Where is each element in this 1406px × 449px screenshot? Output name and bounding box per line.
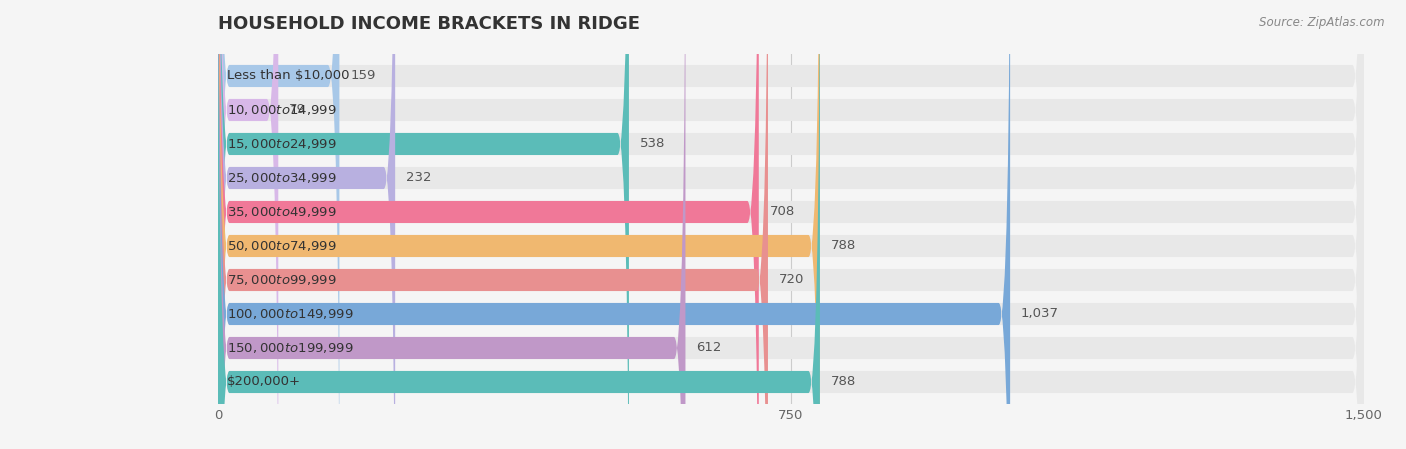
FancyBboxPatch shape [218, 0, 1364, 449]
FancyBboxPatch shape [218, 0, 1364, 449]
Text: $150,000 to $199,999: $150,000 to $199,999 [228, 341, 354, 355]
FancyBboxPatch shape [218, 0, 1364, 449]
FancyBboxPatch shape [218, 0, 1364, 449]
FancyBboxPatch shape [218, 0, 395, 449]
Text: $35,000 to $49,999: $35,000 to $49,999 [228, 205, 337, 219]
Text: Source: ZipAtlas.com: Source: ZipAtlas.com [1260, 16, 1385, 29]
Text: 708: 708 [769, 206, 794, 219]
FancyBboxPatch shape [218, 0, 820, 449]
FancyBboxPatch shape [218, 0, 820, 449]
FancyBboxPatch shape [218, 0, 628, 449]
Text: 232: 232 [406, 172, 432, 185]
Text: 788: 788 [831, 239, 856, 252]
Text: 159: 159 [350, 70, 375, 83]
Text: 720: 720 [779, 273, 804, 286]
FancyBboxPatch shape [218, 0, 768, 449]
FancyBboxPatch shape [218, 0, 1364, 449]
FancyBboxPatch shape [218, 0, 1364, 449]
Text: 612: 612 [696, 342, 721, 355]
FancyBboxPatch shape [218, 0, 759, 449]
FancyBboxPatch shape [218, 0, 1364, 449]
Text: $100,000 to $149,999: $100,000 to $149,999 [228, 307, 354, 321]
Text: $50,000 to $74,999: $50,000 to $74,999 [228, 239, 337, 253]
Text: 79: 79 [290, 103, 307, 116]
Text: $75,000 to $99,999: $75,000 to $99,999 [228, 273, 337, 287]
Text: 788: 788 [831, 375, 856, 388]
FancyBboxPatch shape [218, 0, 1364, 449]
Text: 538: 538 [640, 137, 665, 150]
FancyBboxPatch shape [218, 0, 1364, 449]
Text: Less than $10,000: Less than $10,000 [228, 70, 350, 83]
Text: $15,000 to $24,999: $15,000 to $24,999 [228, 137, 337, 151]
Text: $25,000 to $34,999: $25,000 to $34,999 [228, 171, 337, 185]
Text: 1,037: 1,037 [1021, 308, 1059, 321]
FancyBboxPatch shape [218, 0, 686, 449]
FancyBboxPatch shape [218, 0, 278, 449]
FancyBboxPatch shape [218, 0, 1364, 449]
Text: HOUSEHOLD INCOME BRACKETS IN RIDGE: HOUSEHOLD INCOME BRACKETS IN RIDGE [218, 15, 640, 33]
Text: $200,000+: $200,000+ [228, 375, 301, 388]
FancyBboxPatch shape [218, 0, 1010, 449]
Text: $10,000 to $14,999: $10,000 to $14,999 [228, 103, 337, 117]
FancyBboxPatch shape [218, 0, 339, 449]
